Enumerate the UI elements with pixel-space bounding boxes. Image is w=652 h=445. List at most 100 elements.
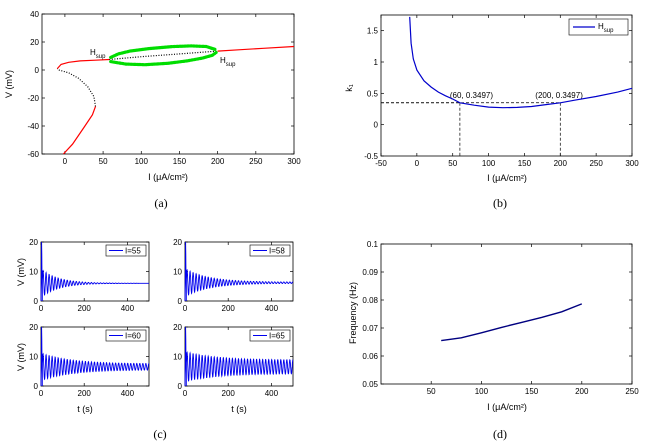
d-ytick-label: 0.1 [367, 240, 379, 249]
xlabel-b: I (μA/cm²) [487, 173, 527, 183]
a-xtick-label: 100 [135, 157, 149, 166]
b-ytick-label: 1 [374, 58, 379, 67]
b-xtick-label: -50 [375, 159, 387, 168]
c-ytick-label: 0 [178, 297, 183, 306]
legend-label-c: I=55 [125, 247, 141, 256]
hsup-label-right: Hsup [220, 56, 236, 68]
time-series-panel: 0 200 400 0 10 20 I=65 [173, 323, 294, 398]
series-frequency [441, 303, 583, 342]
panel-b: -50 0 50 100 150 200 250 300 -0.5 0 0.5 1 1.5 (60, 0… [344, 14, 639, 210]
a-xtick-label: 250 [249, 157, 263, 166]
caption-d: (d) [493, 427, 507, 441]
ylabel-b: k₁ [344, 84, 354, 92]
c-xtick-label: 0 [39, 304, 44, 313]
plot-frame-d [380, 243, 633, 385]
b-ytick-label: -0.5 [364, 152, 378, 161]
time-series-panel: 0 200 400 0 10 20 I=55 [29, 238, 150, 313]
series-unstable-middle [56, 68, 97, 107]
c-ytick-label: 20 [173, 238, 182, 247]
hsup-label-left: Hsup [90, 48, 106, 60]
c-xtick-label: 400 [121, 389, 135, 398]
xlabel-d: I (μA/cm²) [487, 402, 527, 412]
d-ytick-label: 0.08 [362, 296, 378, 305]
a-xtick-label: 300 [287, 157, 301, 166]
tick-group-a: 0 50 100 150 200 250 300 -60 -40 -20 0 20 40 [27, 10, 301, 166]
series-stable-upper-2 [217, 45, 295, 52]
c-xtick-label: 400 [265, 389, 279, 398]
c-xtick-label: 200 [222, 389, 236, 398]
c-xtick-label: 0 [183, 304, 188, 313]
a-ytick-label: 0 [35, 66, 40, 75]
legend-box-c [249, 329, 291, 342]
d-xtick-label: 200 [575, 387, 589, 396]
b-xtick-label: 300 [625, 159, 639, 168]
c-ytick-label: 20 [29, 238, 38, 247]
series-unstable-upper [109, 50, 218, 61]
b-xtick-label: 100 [482, 159, 496, 168]
time-series-panel: 0 200 400 0 10 20 I=58 [173, 238, 294, 313]
d-xtick-label: 50 [427, 387, 436, 396]
c-xtick-label: 200 [78, 389, 92, 398]
d-ytick-label: 0.07 [362, 324, 378, 333]
c-ytick-label: 0 [34, 297, 39, 306]
series-stable-upper-1 [56, 58, 110, 70]
c-ytick-label: 20 [173, 323, 182, 332]
legend-label-c: I=65 [269, 332, 285, 341]
c-ytick-label: 10 [29, 268, 38, 277]
b-xtick-label: 150 [518, 159, 532, 168]
series-group-b: (60, 0.3497) (200, 0.3497) [381, 16, 633, 156]
caption-c: (c) [153, 427, 166, 441]
c-ytick-label: 10 [173, 268, 182, 277]
ylabel-d: Frequency (Hz) [348, 282, 358, 344]
a-ytick-label: 20 [30, 38, 39, 47]
series-group-d [441, 303, 583, 342]
tick-group-b: -50 0 50 100 150 200 250 300 -0.5 0 0.5 1 1.5 [364, 15, 639, 168]
plot-frame-a [41, 13, 295, 155]
c-xtick-label: 400 [265, 304, 279, 313]
marker-label: (200, 0.3497) [535, 91, 583, 100]
a-ytick-label: 40 [30, 10, 39, 19]
xlabel-c-right: t (s) [231, 404, 247, 414]
c-ytick-label: 0 [178, 382, 183, 391]
legend-box-b [568, 18, 629, 36]
c-xtick-label: 0 [183, 389, 188, 398]
caption-b: (b) [493, 196, 507, 210]
legend-label-b: Hsup [598, 22, 614, 34]
c-xtick-label: 200 [222, 304, 236, 313]
b-ytick-label: 0 [374, 121, 379, 130]
d-xtick-label: 100 [475, 387, 489, 396]
legend-label-c: I=58 [269, 247, 285, 256]
series-limit-cycle-min [109, 50, 218, 67]
series-voltage [40, 326, 150, 387]
legend-b: Hsup [568, 18, 629, 36]
time-series-panel: 0 200 400 0 10 20 I=60 [29, 323, 150, 398]
xlabel-c-left: t (s) [77, 404, 93, 414]
tick-group-d: 50 100 150 200 250 0.05 0.06 0.07 0.08 0.09 0.1 [362, 240, 639, 396]
series-voltage [184, 241, 294, 302]
c-ytick-label: 0 [34, 382, 39, 391]
legend-label-c: I=60 [125, 332, 141, 341]
a-xtick-label: 50 [99, 157, 108, 166]
series-stable-lower [62, 106, 97, 155]
c-xtick-label: 400 [121, 304, 135, 313]
b-xtick-label: 0 [415, 159, 420, 168]
c-ytick-label: 20 [29, 323, 38, 332]
a-xtick-label: 150 [173, 157, 187, 166]
series-hsup [409, 16, 633, 109]
d-ytick-label: 0.09 [362, 268, 378, 277]
a-ytick-label: -40 [27, 122, 39, 131]
ylabel-a: V (mV) [4, 70, 14, 98]
panel-d: 50 100 150 200 250 0.05 0.06 0.07 0.08 0.09 0.1 I … [348, 240, 639, 441]
a-ytick-label: -60 [27, 150, 39, 159]
legend-box-c [105, 244, 147, 257]
series-voltage [40, 241, 149, 302]
b-xtick-label: 250 [589, 159, 603, 168]
legend-box-c [249, 244, 291, 257]
d-ytick-label: 0.05 [362, 380, 378, 389]
series-group-a [56, 44, 295, 155]
d-xtick-label: 250 [625, 387, 639, 396]
b-xtick-label: 200 [554, 159, 568, 168]
plot-frame-b [380, 14, 633, 157]
